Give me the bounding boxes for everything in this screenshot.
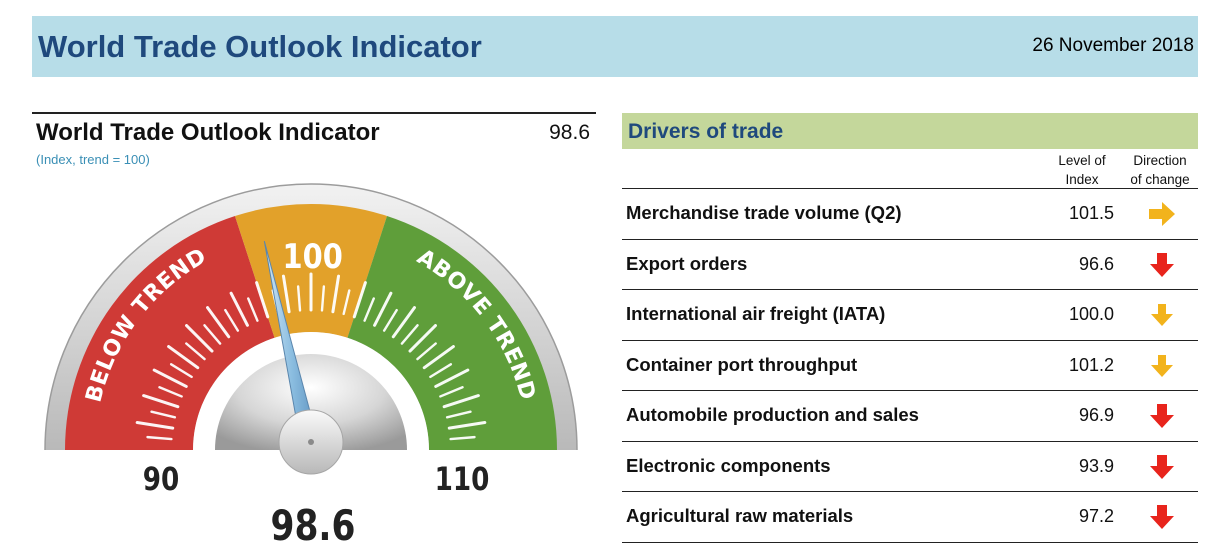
- driver-value: 101.2: [1068, 354, 1114, 375]
- gauge-tick: [158, 386, 183, 398]
- gauge-zone: [65, 216, 275, 450]
- driver-value: 101.5: [1068, 203, 1114, 223]
- page-title: World Trade Outlook Indicator: [38, 29, 482, 64]
- gauge-tick: [449, 435, 476, 441]
- gauge-tick: [331, 274, 341, 314]
- gauge-tick: [400, 324, 419, 345]
- indicator-subtitle: (Index, trend = 100): [36, 152, 150, 167]
- scale-label-min: 90: [143, 460, 180, 497]
- driver-value: 93.9: [1078, 455, 1114, 476]
- gauge-dial: [215, 354, 407, 450]
- header-banner: World Trade Outlook Indicator 26 Novembe…: [32, 16, 1198, 77]
- drivers-table: Merchandise trade volume (Q2) 101.5 Export…: [622, 189, 1198, 543]
- table-row: Export orders 96.6: [622, 240, 1198, 290]
- drivers-title: Drivers of trade: [628, 120, 784, 143]
- gauge-tick: [442, 394, 480, 409]
- gauge-tick: [439, 386, 464, 398]
- gauge-tick: [445, 410, 472, 419]
- gauge-tick: [352, 281, 367, 319]
- gauge-tick: [408, 324, 437, 353]
- gauge-tick: [382, 308, 398, 332]
- gauge-bezel-edge: [44, 183, 578, 451]
- gauge-tick: [142, 394, 180, 409]
- gauge-tick: [342, 289, 351, 316]
- indicator-panel: World Trade Outlook Indicator 98.6 (Inde…: [32, 112, 596, 552]
- drivers-panel: Drivers of trade Level of Index Directio…: [622, 113, 1198, 543]
- gauge-tick: [185, 324, 214, 353]
- column-header-level: Level of Index: [1058, 153, 1106, 187]
- arrow-down-right-icon: [1148, 301, 1176, 329]
- arrow-right-icon: [1148, 200, 1176, 228]
- arrow-down-icon: [1148, 453, 1176, 481]
- arrow-down-right-icon: [1148, 352, 1176, 380]
- table-row: Merchandise trade volume (Q2) 101.5: [622, 189, 1198, 240]
- gauge-tick: [255, 281, 270, 319]
- gauge-tick: [146, 435, 173, 441]
- scale-label-max: 110: [435, 460, 490, 497]
- divider: [32, 112, 596, 114]
- driver-value: 96.6: [1078, 253, 1114, 274]
- driver-label: International air freight (IATA): [626, 303, 886, 324]
- table-row: Automobile production and sales 96.9: [622, 391, 1198, 442]
- gauge-tick: [247, 297, 259, 322]
- driver-value: 96.9: [1078, 405, 1114, 425]
- drivers-header: Drivers of trade: [622, 113, 1198, 149]
- scale-label-trend: 100: [283, 238, 343, 277]
- driver-label: Merchandise trade volume (Q2): [626, 202, 902, 223]
- gauge-tick: [434, 368, 470, 388]
- driver-value: 100.0: [1068, 304, 1114, 324]
- gauge-tick: [152, 368, 188, 388]
- gauge-tick: [281, 274, 291, 314]
- gauge-zone: [347, 216, 557, 450]
- driver-value: 97.2: [1078, 506, 1114, 526]
- indicator-title: World Trade Outlook Indicator: [36, 119, 380, 146]
- gauge-tick: [373, 291, 393, 327]
- gauge-tick: [320, 285, 326, 312]
- gauge-tick: [203, 324, 222, 345]
- gauge-tick: [391, 306, 416, 339]
- gauge-zone: [234, 203, 388, 338]
- table-row: Electronic components 93.9: [622, 442, 1198, 492]
- gauge-tick: [135, 420, 175, 430]
- table-row: Container port throughput 101.2: [622, 341, 1198, 391]
- gauge-tick: [429, 363, 453, 379]
- gauge-value-label: 98.6: [271, 502, 356, 551]
- indicator-value: 98.6: [549, 121, 590, 144]
- gauge-tick: [185, 342, 206, 361]
- gauge-tick: [169, 363, 193, 379]
- driver-label: Electronic components: [626, 454, 831, 476]
- gauge-tick: [167, 345, 200, 370]
- driver-label: Export orders: [626, 252, 748, 274]
- arrow-down-icon: [1148, 251, 1176, 279]
- column-header-direction: Direction of change: [1130, 153, 1190, 187]
- gauge-tick: [416, 342, 437, 361]
- driver-label: Automobile production and sales: [626, 404, 919, 425]
- gauge-hub-center: [308, 439, 314, 445]
- driver-label: Agricultural raw materials: [626, 505, 854, 526]
- gauge-tick: [229, 291, 249, 327]
- driver-label: Container port throughput: [626, 353, 858, 375]
- divider: [622, 188, 1198, 189]
- table-row: Agricultural raw materials 97.2: [622, 492, 1198, 543]
- gauge-tick: [422, 345, 455, 370]
- table-row: International air freight (IATA) 100.0: [622, 290, 1198, 341]
- gauge-tick: [363, 297, 375, 322]
- report-date: 26 November 2018: [1032, 35, 1194, 56]
- gauge-tick: [224, 308, 240, 332]
- gauge-tick: [447, 420, 487, 430]
- arrow-down-icon: [1148, 503, 1176, 531]
- arrow-down-icon: [1148, 402, 1176, 430]
- gauge-tick: [150, 410, 177, 419]
- gauge-tick: [206, 306, 231, 339]
- gauge-tick: [296, 285, 302, 312]
